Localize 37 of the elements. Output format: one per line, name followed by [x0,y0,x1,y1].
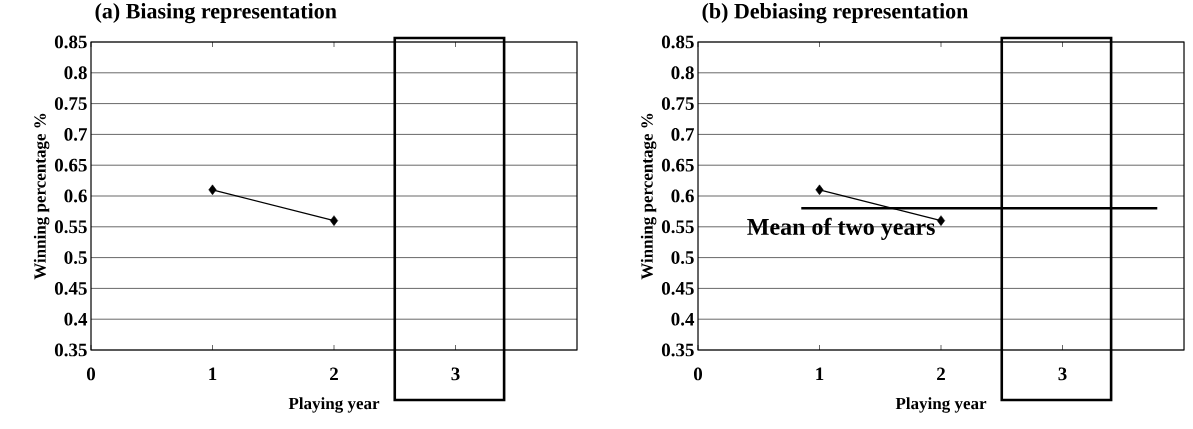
y-tick-label: 0.4 [64,312,88,326]
y-tick-label: 0.45 [661,281,694,295]
y-tick-label: 0.35 [661,343,694,357]
x-tick-label: 1 [209,367,217,381]
x-tick-label: 2 [937,367,945,381]
y-tick-label: 0.75 [54,97,87,111]
x-axis-title: Playing year [895,397,987,413]
y-tick-label: 0.6 [64,189,87,203]
y-tick-label: 0.8 [64,66,87,80]
y-tick-label: 0.85 [54,35,87,49]
x-tick-label: 3 [451,367,460,381]
y-tick-label: 0.7 [64,127,88,141]
y-tick-label: 0.55 [54,220,87,234]
chart-title: (a) Biasing representation [95,3,337,24]
y-tick-label: 0.5 [64,251,87,265]
y-tick-label: 0.6 [671,189,694,203]
y-tick-label: 0.85 [661,35,694,49]
y-tick-label: 0.4 [671,312,695,326]
y-tick-label: 0.65 [54,158,87,172]
y-axis-title: Winning percentage % [640,113,657,280]
x-axis-title: Playing year [288,397,380,413]
y-tick-label: 0.75 [661,97,694,111]
series-label: Mean of two years [747,217,935,240]
y-tick-label: 0.45 [54,281,87,295]
x-tick-label: 0 [86,367,96,381]
x-tick-label: 0 [693,367,703,381]
y-tick-label: 0.55 [661,220,694,234]
x-tick-label: 2 [330,367,338,381]
y-tick-label: 0.65 [661,158,694,172]
chart-title: (b) Debiasing representation [702,3,969,24]
y-tick-label: 0.7 [671,127,695,141]
x-tick-label: 3 [1058,367,1067,381]
y-tick-label: 0.8 [671,66,694,80]
x-tick-label: 1 [816,367,824,381]
y-axis-title: Winning percentage % [33,113,50,280]
y-tick-label: 0.35 [54,343,87,357]
y-tick-label: 0.5 [671,251,694,265]
